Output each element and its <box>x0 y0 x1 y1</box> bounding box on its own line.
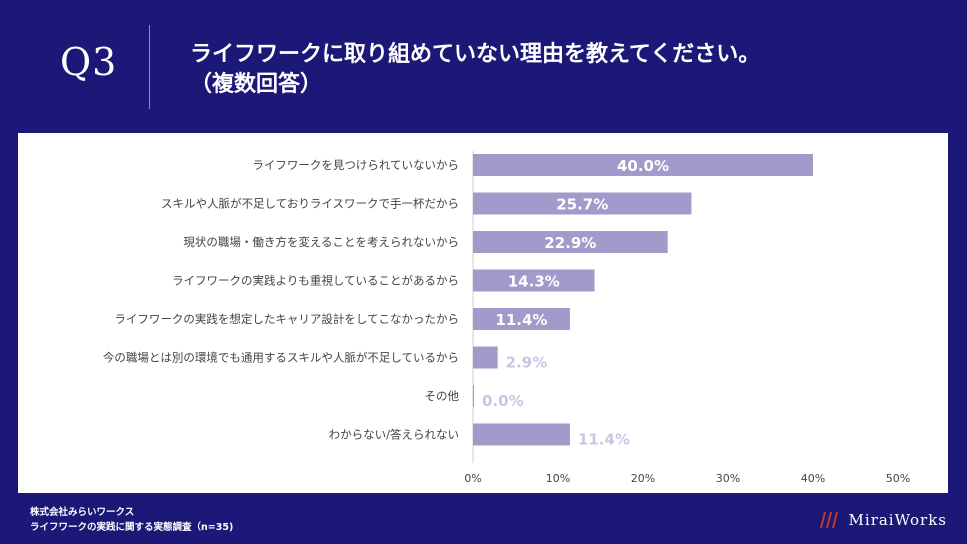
category-label: 今の職場とは別の環境でも通用するスキルや人脈が不足しているから <box>103 351 459 365</box>
x-tick-label: 10% <box>546 472 570 485</box>
bar <box>473 423 570 446</box>
value-label: 11.4% <box>495 311 547 329</box>
bar <box>473 269 595 292</box>
footer-survey: ライフワークの実践に関する実態調査（n=35) <box>30 522 234 533</box>
x-tick-label: 0% <box>464 472 481 485</box>
category-label: ライフワークの実践よりも重視していることがあるから <box>172 274 459 288</box>
miraiworks-logo-icon <box>819 512 838 528</box>
category-label: ライフワークの実践を想定したキャリア設計をしてこなかったから <box>114 312 459 326</box>
bar <box>473 154 813 176</box>
value-label: 0.0% <box>482 392 524 410</box>
x-tick-label: 20% <box>631 472 655 485</box>
category-label: スキルや人脈が不足しておりライスワークで手一杯だから <box>161 197 459 211</box>
value-label: 40.0% <box>617 157 669 175</box>
bar <box>473 346 498 369</box>
title-line-2: （複数回答） <box>190 72 323 97</box>
header-divider <box>149 25 150 109</box>
bar <box>473 231 668 253</box>
x-tick-label: 30% <box>716 472 740 485</box>
value-label: 22.9% <box>544 234 596 252</box>
question-number: Q3 <box>60 40 118 84</box>
chart-panel: ライフワークを見つけられていないから 40.0% スキルや人脈が不足しておりライスワ… <box>18 133 948 493</box>
category-label: わからない/答えられない <box>329 428 459 442</box>
category-label: その他 <box>425 389 460 403</box>
value-label: 25.7% <box>556 196 608 214</box>
bar <box>473 308 570 330</box>
x-tick-label: 50% <box>886 472 910 485</box>
title-line-1: ライフワークに取り組めていない理由を教えてください。 <box>190 42 761 67</box>
category-label: ライフワークを見つけられていないから <box>252 158 459 172</box>
value-label: 2.9% <box>506 354 548 372</box>
footer-company: 株式会社みらいワークス <box>30 507 135 518</box>
page-title: ライフワークに取り組めていない理由を教えてください。 （複数回答） <box>190 40 930 100</box>
value-label: 14.3% <box>508 273 560 291</box>
value-label: 11.4% <box>578 431 630 449</box>
logo-text: MiraiWorks <box>848 511 947 529</box>
category-label: 現状の職場・働き方を変えることを考えられないから <box>183 235 459 249</box>
x-tick-label: 40% <box>801 472 825 485</box>
bar <box>473 192 692 215</box>
logo: MiraiWorks <box>819 508 947 532</box>
bar <box>473 385 474 407</box>
bar-chart: ライフワークを見つけられていないから 40.0% スキルや人脈が不足しておりライスワ… <box>103 151 910 485</box>
